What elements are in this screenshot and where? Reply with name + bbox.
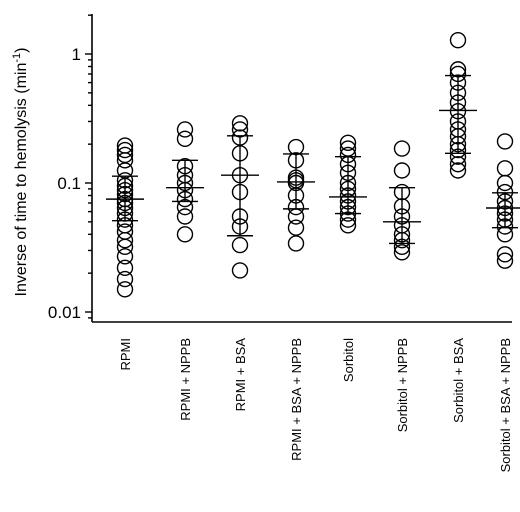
data-point	[496, 174, 514, 192]
category-label: RPMI	[118, 338, 133, 371]
data-point	[116, 259, 134, 277]
data-point	[339, 134, 357, 151]
data-point	[449, 162, 467, 179]
y-tick-label: 1	[72, 45, 81, 64]
category-label: Sorbitol	[341, 338, 356, 382]
data-point	[496, 133, 514, 150]
category-label: Sorbitol + NPPB	[395, 338, 410, 432]
data-point	[496, 160, 514, 177]
data-point	[176, 130, 194, 148]
y-axis-label: Inverse of time to hemolysis (min-1)	[11, 48, 30, 297]
category-label: RPMI + BSA	[233, 338, 248, 412]
category-label: Sorbitol + BSA + NPPB	[498, 338, 513, 472]
data-point	[393, 162, 411, 179]
data-point	[339, 217, 357, 234]
data-point	[176, 226, 194, 243]
data-point	[116, 152, 134, 169]
data-point	[231, 236, 249, 254]
data-point	[393, 244, 411, 261]
data-point	[496, 252, 514, 269]
data-point	[116, 141, 134, 159]
category-label: RPMI + BSA + NPPB	[289, 338, 304, 461]
data-point	[231, 262, 249, 279]
data-point	[496, 246, 514, 263]
series-group-7	[439, 31, 477, 179]
data-point	[287, 219, 305, 236]
series-group-1	[106, 137, 144, 298]
category-label: RPMI + NPPB	[178, 338, 193, 421]
axes	[91, 14, 512, 323]
y-axis-ticks: 0.01 0.1 1	[48, 14, 92, 322]
data-point	[449, 155, 467, 173]
series-group-2	[166, 121, 204, 243]
data-point	[116, 270, 134, 288]
data-point	[449, 31, 467, 49]
series-group-4	[277, 138, 315, 252]
data-point	[287, 235, 305, 252]
series-group-5	[329, 134, 367, 234]
y-tick-label: 0.01	[48, 303, 81, 322]
data-point	[393, 140, 411, 157]
category-labels: RPMI RPMI + NPPB RPMI + BSA RPMI + BSA + NP…	[118, 338, 513, 473]
data-point	[176, 121, 194, 138]
series-group-3	[221, 115, 259, 279]
y-tick-label: 0.1	[57, 174, 81, 193]
data-point	[176, 208, 194, 225]
series-group-8	[486, 133, 520, 269]
y-axis-label-unit-exponent: -1	[11, 53, 23, 63]
y-axis-label-text: Inverse of time to hemolysis (min	[13, 63, 30, 297]
data-point	[116, 238, 134, 256]
data-point	[116, 223, 134, 240]
category-label: Sorbitol + BSA	[451, 338, 466, 423]
plot-marks	[106, 31, 520, 298]
series-group-6	[383, 140, 421, 261]
data-point	[116, 232, 134, 249]
y-axis-label-close: )	[13, 48, 30, 53]
data-point	[116, 248, 134, 265]
data-point	[231, 115, 249, 132]
data-point	[116, 281, 134, 298]
